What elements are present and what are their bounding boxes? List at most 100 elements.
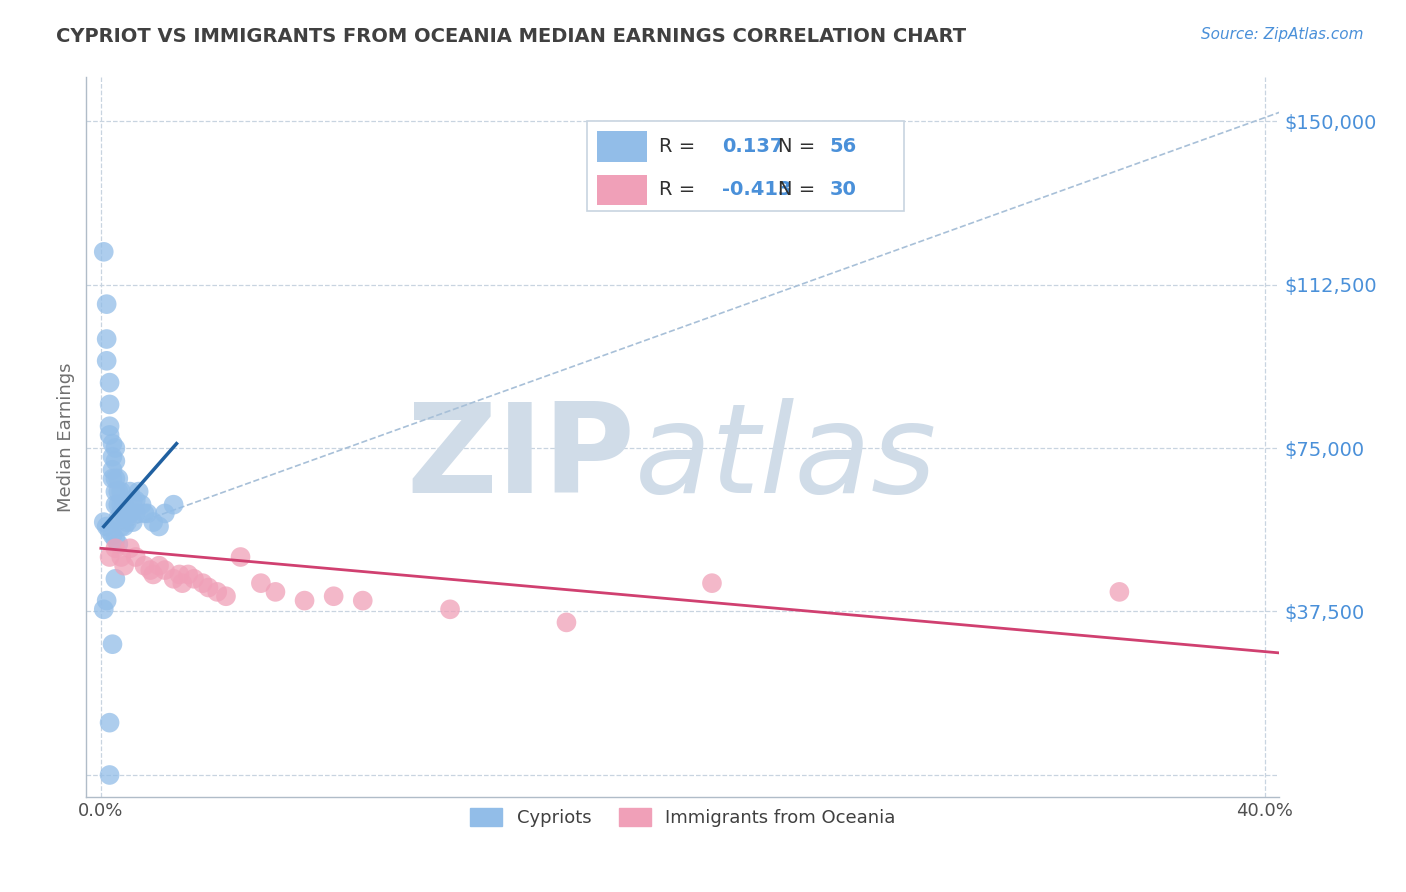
Text: CYPRIOT VS IMMIGRANTS FROM OCEANIA MEDIAN EARNINGS CORRELATION CHART: CYPRIOT VS IMMIGRANTS FROM OCEANIA MEDIA… [56,27,966,45]
Text: R =: R = [659,180,702,199]
Point [93,602,115,616]
Point [101,450,124,464]
Point [142,567,165,582]
Point [112,507,135,521]
Text: 56: 56 [830,137,856,156]
Point [439,602,461,616]
Point [101,637,124,651]
Point [352,593,374,607]
Point [555,615,578,630]
Text: ZIP: ZIP [406,398,636,519]
Point [112,519,135,533]
Point [118,484,141,499]
Text: 30: 30 [830,180,856,199]
Point [98,768,121,782]
Point [98,428,121,442]
Point [172,576,194,591]
Point [177,567,200,582]
Point [264,585,287,599]
Point [96,593,118,607]
Point [101,528,124,542]
Point [104,572,127,586]
Text: -0.413: -0.413 [723,180,792,199]
Legend: Cypriots, Immigrants from Oceania: Cypriots, Immigrants from Oceania [463,801,903,835]
Point [104,471,127,485]
Text: Source: ZipAtlas.com: Source: ZipAtlas.com [1201,27,1364,42]
Point [96,297,118,311]
Point [197,581,219,595]
Point [1108,585,1130,599]
FancyBboxPatch shape [598,175,647,205]
Point [104,541,127,556]
FancyBboxPatch shape [588,120,904,211]
Point [110,498,132,512]
Point [112,558,135,573]
Point [104,533,127,547]
Text: N =: N = [779,180,823,199]
Point [153,563,176,577]
Point [148,519,170,533]
Point [125,507,148,521]
Point [136,507,159,521]
Point [104,454,127,468]
FancyBboxPatch shape [598,131,647,161]
Point [162,572,184,586]
Text: atlas: atlas [636,398,938,519]
Point [98,397,121,411]
Point [107,484,129,499]
Point [110,549,132,564]
Point [134,558,156,573]
Point [148,558,170,573]
Point [139,563,162,577]
Point [107,510,129,524]
Point [93,244,115,259]
Text: N =: N = [779,137,823,156]
Point [215,589,238,603]
Point [110,519,132,533]
Point [121,515,143,529]
Point [96,354,118,368]
Point [121,493,143,508]
Text: 0.137: 0.137 [723,137,783,156]
Y-axis label: Median Earnings: Median Earnings [58,362,75,512]
Point [110,507,132,521]
Point [322,589,344,603]
Point [107,498,129,512]
Point [107,471,129,485]
Point [98,376,121,390]
Point [250,576,273,591]
Point [183,572,205,586]
Point [118,507,141,521]
Point [134,507,156,521]
Point [191,576,214,591]
Point [142,515,165,529]
Point [162,498,184,512]
Point [125,493,148,508]
Point [101,463,124,477]
Point [93,515,115,529]
Text: R =: R = [659,137,702,156]
Point [98,524,121,538]
Point [104,498,127,512]
Point [107,537,129,551]
Point [110,484,132,499]
Point [700,576,723,591]
Point [169,567,191,582]
Point [112,498,135,512]
Point [153,507,176,521]
Point [131,498,153,512]
Point [294,593,316,607]
Point [101,436,124,450]
Point [98,419,121,434]
Point [101,471,124,485]
Point [115,507,138,521]
Point [128,484,150,499]
Point [98,715,121,730]
Point [118,541,141,556]
Point [96,332,118,346]
Point [125,549,148,564]
Point [115,515,138,529]
Point [229,549,252,564]
Point [104,484,127,499]
Point [98,549,121,564]
